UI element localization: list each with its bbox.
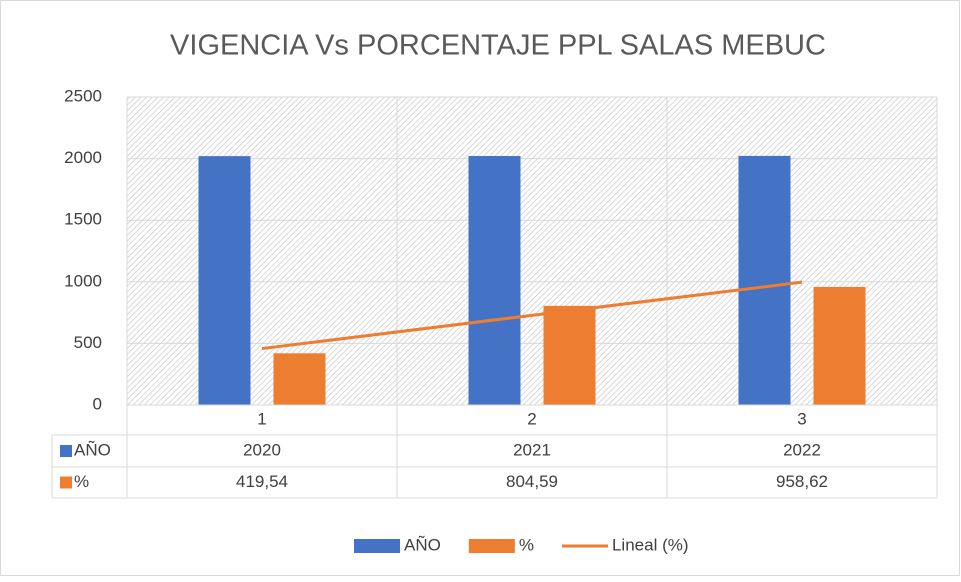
bar	[738, 155, 791, 405]
x-tick-label: 1	[257, 409, 266, 428]
legend-label: %	[519, 535, 534, 554]
table-cell: 419,54	[236, 472, 288, 491]
plot-area	[127, 97, 937, 405]
x-tick-label: 2	[527, 409, 536, 428]
bar	[543, 305, 596, 405]
table-cell: 2021	[513, 440, 551, 459]
table-cell: 958,62	[776, 472, 828, 491]
y-tick-label: 2500	[64, 86, 102, 105]
bar	[468, 156, 521, 405]
x-tick-label: 3	[797, 409, 806, 428]
y-tick-label: 500	[74, 333, 102, 352]
trendline	[261, 280, 803, 351]
chart-title: VIGENCIA Vs PORCENTAJE PPL SALAS MEBUC	[170, 30, 826, 62]
table-cell: 804,59	[506, 472, 558, 491]
y-tick-label: 2000	[64, 148, 102, 167]
legend-key	[468, 539, 515, 553]
table-row-header: %	[74, 472, 89, 491]
table-row-header: AÑO	[74, 440, 111, 459]
table-legend-key	[60, 476, 72, 489]
y-tick-label: 1000	[64, 271, 102, 290]
legend-key	[354, 539, 400, 553]
bar	[273, 353, 326, 405]
table-legend-key	[60, 445, 72, 457]
legend-label: AÑO	[404, 535, 441, 554]
y-tick-label: 1500	[64, 210, 102, 229]
bar	[813, 286, 866, 405]
table-cell: 2020	[243, 440, 281, 459]
y-tick-label: 0	[93, 394, 102, 413]
bar	[198, 156, 251, 405]
legend-label: Lineal (%)	[612, 535, 689, 554]
table-cell: 2022	[783, 440, 821, 459]
